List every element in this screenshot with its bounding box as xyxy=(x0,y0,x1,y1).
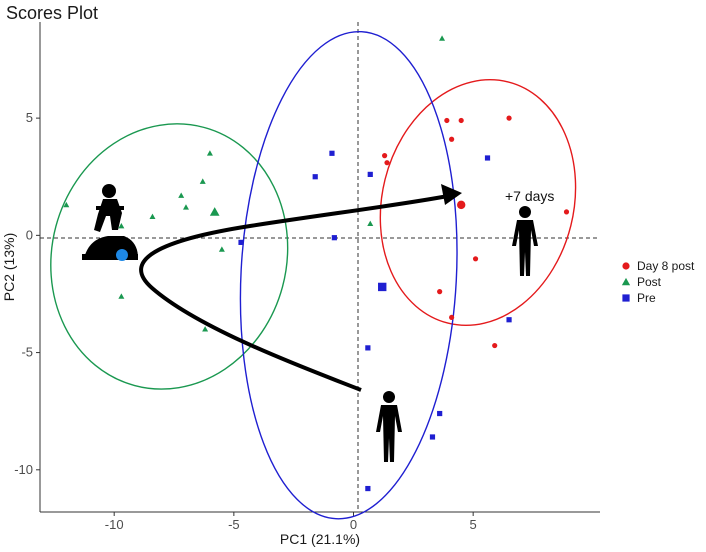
point-pre xyxy=(506,317,512,323)
x-tick-label: -5 xyxy=(228,517,240,532)
x-axis-title: PC1 (21.1%) xyxy=(280,531,360,547)
centroid-day-8-post xyxy=(456,200,466,210)
point-post xyxy=(202,326,209,332)
point-post xyxy=(63,201,70,208)
ellipse-pre xyxy=(239,30,458,520)
point-pre xyxy=(484,155,491,161)
point-post xyxy=(206,150,213,156)
point-day-8-post xyxy=(382,153,388,159)
point-day-8-post xyxy=(437,289,443,295)
y-axis-title: PC2 (13%) xyxy=(1,233,17,301)
legend-key-post xyxy=(621,277,631,286)
point-day-8-post xyxy=(449,314,455,321)
axis-ticks: -10 -5 0 5 5 0 -5 -10 xyxy=(14,110,477,532)
point-day-8-post xyxy=(492,342,498,349)
x-tick-label: 5 xyxy=(470,517,477,532)
legend-label-post: Post xyxy=(637,275,662,289)
ellipse-day-8-post xyxy=(379,79,577,326)
legend-label-day-8-post: Day 8 post xyxy=(637,259,695,273)
point-post xyxy=(218,246,225,252)
y-tick-label: 0 xyxy=(26,227,33,242)
legend-key-pre xyxy=(622,294,630,302)
trajectory-label: +7 days xyxy=(505,188,554,204)
x-tick-label: 0 xyxy=(350,517,357,532)
point-pre xyxy=(365,485,371,492)
y-tick-label: -5 xyxy=(21,345,33,360)
rower-silhouette-icon xyxy=(82,184,138,260)
point-day-8-post xyxy=(472,256,479,262)
point-pre xyxy=(238,239,244,245)
point-pre xyxy=(367,171,373,177)
point-post xyxy=(367,220,374,227)
point-pre xyxy=(312,174,318,180)
point-post xyxy=(182,204,189,210)
point-day-8-post xyxy=(384,160,390,166)
legend-key-day-8-post xyxy=(622,262,630,270)
chart-title: Scores Plot xyxy=(6,3,98,23)
y-tick-label: -10 xyxy=(14,462,33,477)
trajectory-arrow-path xyxy=(139,194,449,392)
point-pre xyxy=(437,410,443,417)
x-tick-label: -10 xyxy=(105,517,124,532)
point-post xyxy=(439,35,446,41)
point-post xyxy=(149,213,156,219)
point-day-8-post xyxy=(506,115,512,121)
legend: Day 8 post Post Pre xyxy=(621,259,695,305)
point-day-8-post xyxy=(458,117,464,124)
point-post xyxy=(199,178,206,184)
point-post xyxy=(118,222,125,229)
point-pre xyxy=(329,150,335,156)
centroid-pre xyxy=(378,282,387,292)
point-pre xyxy=(365,345,371,351)
trajectory-arrow xyxy=(139,184,462,392)
human-silhouette-pre-icon xyxy=(376,391,402,462)
point-day-8-post xyxy=(449,136,455,142)
point-day-8-post xyxy=(563,209,570,215)
data-points xyxy=(63,35,570,492)
group-centroids xyxy=(209,200,466,292)
y-tick-label: 5 xyxy=(26,110,33,125)
human-silhouette-day8-icon xyxy=(512,206,538,276)
centroid-post xyxy=(209,207,220,216)
point-pre xyxy=(429,434,436,440)
legend-label-pre: Pre xyxy=(637,291,656,305)
trajectory-arrowhead xyxy=(441,184,462,205)
point-day-8-post xyxy=(444,117,450,124)
point-pre xyxy=(331,235,337,241)
ellipse-post xyxy=(50,123,289,390)
confidence-ellipses xyxy=(50,30,577,520)
point-post xyxy=(178,192,185,198)
point-post xyxy=(118,293,125,299)
athlete-dot xyxy=(116,249,128,261)
